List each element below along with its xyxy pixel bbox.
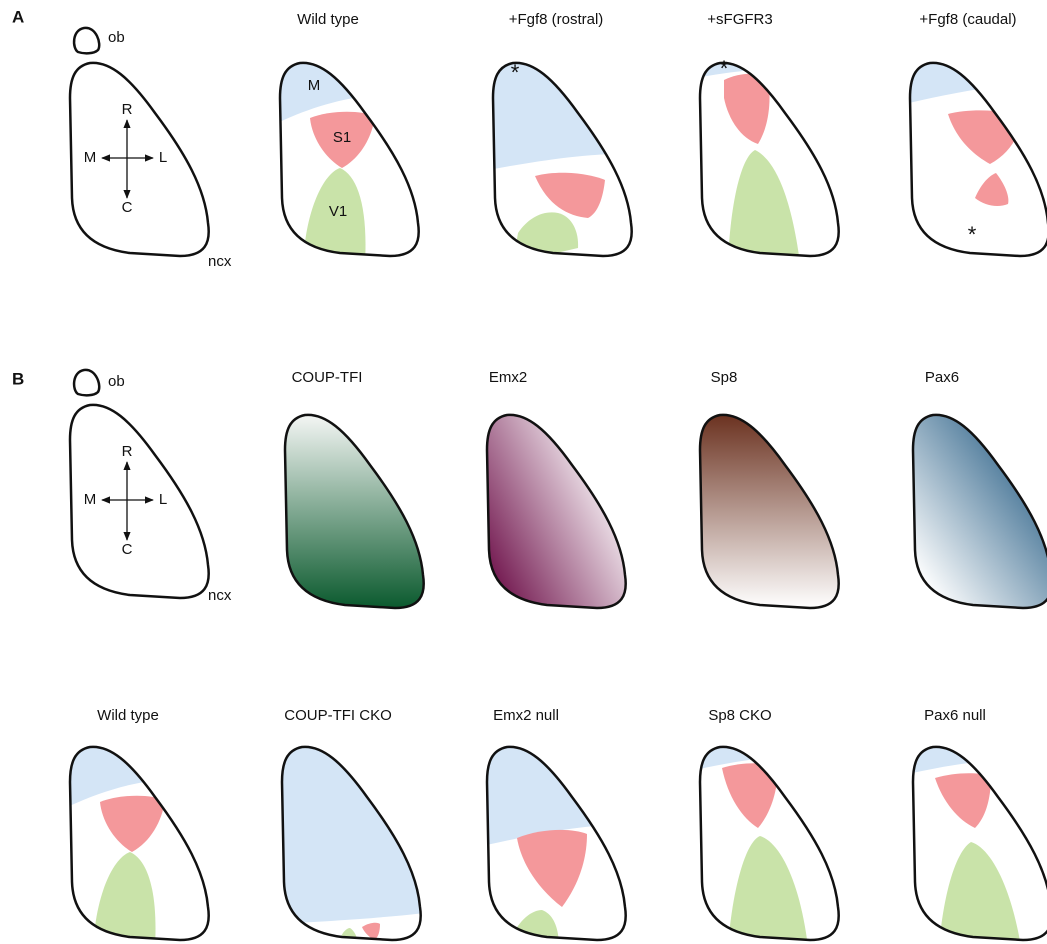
shape	[74, 28, 99, 53]
key-label: L	[159, 149, 167, 166]
shape	[913, 415, 1047, 608]
shape	[100, 796, 165, 852]
body: A ob R C M L ncx Wild type M S1 V1 +Fgf8…	[0, 0, 1047, 944]
key-diagram: ob R C M L ncx	[70, 370, 232, 604]
cortex: *	[695, 53, 850, 263]
shape	[975, 173, 1008, 206]
panel-title: +Fgf8 (rostral)	[509, 11, 604, 28]
panel-title: Sp8 CKO	[708, 707, 771, 724]
gradient-cortex	[487, 415, 626, 608]
panel-title: COUP-TFI	[292, 369, 363, 386]
cortex	[65, 737, 220, 944]
shape	[513, 212, 578, 263]
panel-title: COUP-TFI CKO	[284, 707, 392, 724]
group	[277, 737, 432, 944]
shape	[277, 737, 432, 924]
key-label: ob	[108, 373, 125, 390]
shape	[285, 415, 424, 608]
key-label: R	[122, 101, 133, 118]
figure: A ob R C M L ncx Wild type M S1 V1 +Fgf8…	[0, 0, 1047, 944]
cortex	[695, 737, 850, 944]
shape	[905, 53, 1047, 104]
gradient-cortex	[285, 415, 424, 608]
shape	[74, 370, 99, 395]
key-label: L	[159, 491, 167, 508]
shape	[728, 836, 808, 944]
cortex	[482, 737, 637, 944]
key-label: C	[122, 541, 133, 558]
panel-title: Wild type	[97, 707, 159, 724]
panel-title: +sFGFR3	[707, 11, 772, 28]
cortex	[277, 737, 432, 944]
cortex: M S1 V1	[275, 53, 430, 263]
shape	[935, 773, 991, 828]
shape	[487, 415, 626, 608]
shape	[728, 150, 800, 263]
asterisk: *	[720, 56, 729, 81]
asterisk: *	[511, 60, 520, 85]
shape	[700, 415, 839, 608]
area-label: M	[308, 77, 321, 94]
group	[905, 53, 1047, 206]
panel-title: Sp8	[711, 369, 738, 386]
group	[482, 737, 637, 944]
area-label: S1	[333, 129, 351, 146]
panel-title: Wild type	[297, 11, 359, 28]
group	[275, 53, 430, 263]
key-label: M	[84, 149, 97, 166]
key-label: C	[122, 199, 133, 216]
shape	[517, 830, 587, 907]
page: {"panel_a": {"label": "A", "key": {"ob":…	[0, 0, 1047, 944]
panel-title: Emx2	[489, 369, 527, 386]
key-label: R	[122, 443, 133, 460]
group	[695, 53, 850, 263]
panel-title: Pax6	[925, 369, 959, 386]
key-label: ncx	[208, 253, 232, 270]
shape	[939, 842, 1021, 944]
panel-title: Pax6 null	[924, 707, 986, 724]
shape	[908, 737, 1047, 774]
shape	[695, 737, 850, 770]
cortex	[908, 737, 1047, 944]
key-diagram: ob R C M L ncx	[70, 28, 232, 270]
panel-title: Emx2 null	[493, 707, 559, 724]
shape	[90, 852, 156, 944]
key-label: M	[84, 491, 97, 508]
shape	[535, 173, 605, 218]
group	[695, 737, 850, 944]
cortex: *	[488, 53, 643, 263]
gradient-cortex	[913, 415, 1047, 608]
panel-label: A	[12, 7, 24, 26]
shape	[695, 53, 850, 78]
shape	[722, 763, 778, 828]
cortex: *	[905, 53, 1047, 256]
gradient-cortex	[700, 415, 839, 608]
key-label: ob	[108, 29, 125, 46]
panel-title: +Fgf8 (caudal)	[919, 11, 1016, 28]
asterisk: *	[968, 222, 977, 247]
shape	[482, 737, 637, 846]
group	[65, 737, 220, 944]
area-label: V1	[329, 203, 347, 220]
panel-label: B	[12, 369, 24, 388]
key-label: ncx	[208, 587, 232, 604]
